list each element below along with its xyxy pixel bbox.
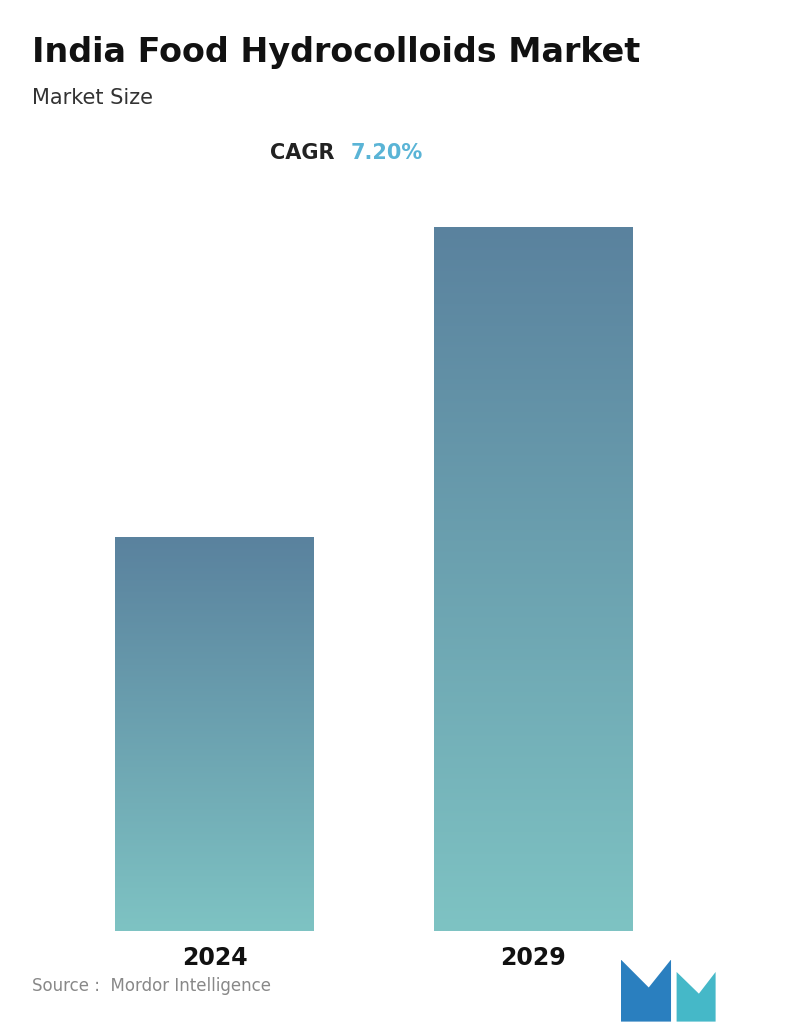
Text: CAGR: CAGR [270,143,334,162]
Text: 2029: 2029 [501,946,566,970]
Text: Source :  Mordor Intelligence: Source : Mordor Intelligence [32,977,271,995]
Text: 7.20%: 7.20% [350,143,423,162]
Polygon shape [677,972,716,1022]
Text: 2024: 2024 [182,946,248,970]
Text: Market Size: Market Size [32,88,153,108]
Polygon shape [621,960,671,1022]
Text: India Food Hydrocolloids Market: India Food Hydrocolloids Market [32,36,640,69]
